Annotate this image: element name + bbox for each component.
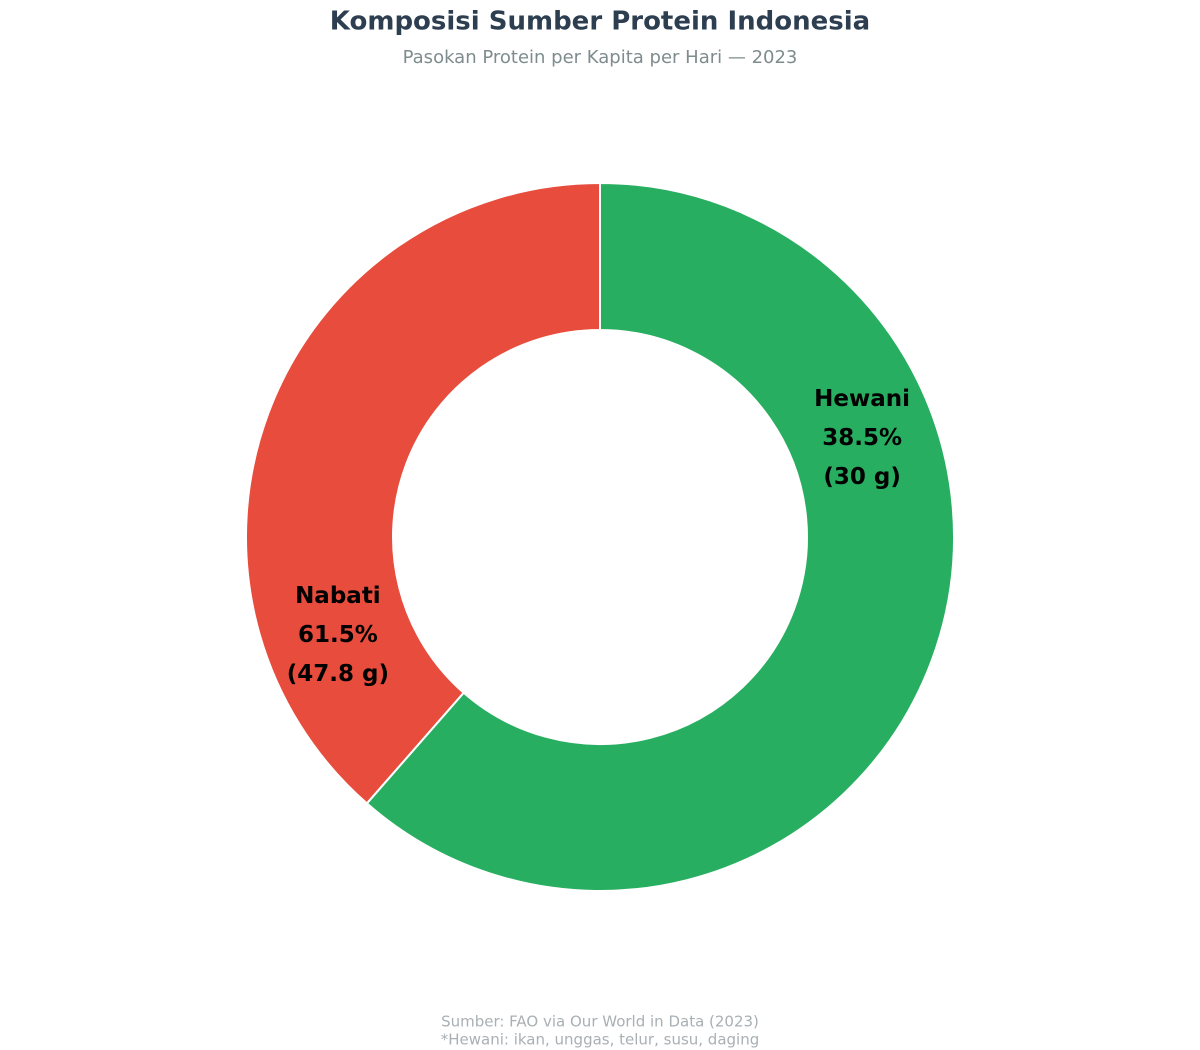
value-label: (47.8 g) <box>287 661 389 687</box>
value-label: (30 g) <box>823 464 901 490</box>
donut-slice <box>245 181 601 805</box>
percent-label: 61.5% <box>298 622 378 648</box>
chart-subtitle: Pasokan Protein per Kapita per Hari — 20… <box>403 47 798 68</box>
slice-label: Hewani <box>814 386 910 412</box>
donut-slice <box>365 181 955 892</box>
footnote: Sumber: FAO via Our World in Data (2023) <box>441 1013 759 1031</box>
chart-title: Komposisi Sumber Protein Indonesia <box>330 7 870 37</box>
percent-label: 38.5% <box>822 425 902 451</box>
slice-label: Nabati <box>295 583 381 609</box>
footnote: *Hewani: ikan, unggas, telur, susu, dagi… <box>441 1031 760 1049</box>
